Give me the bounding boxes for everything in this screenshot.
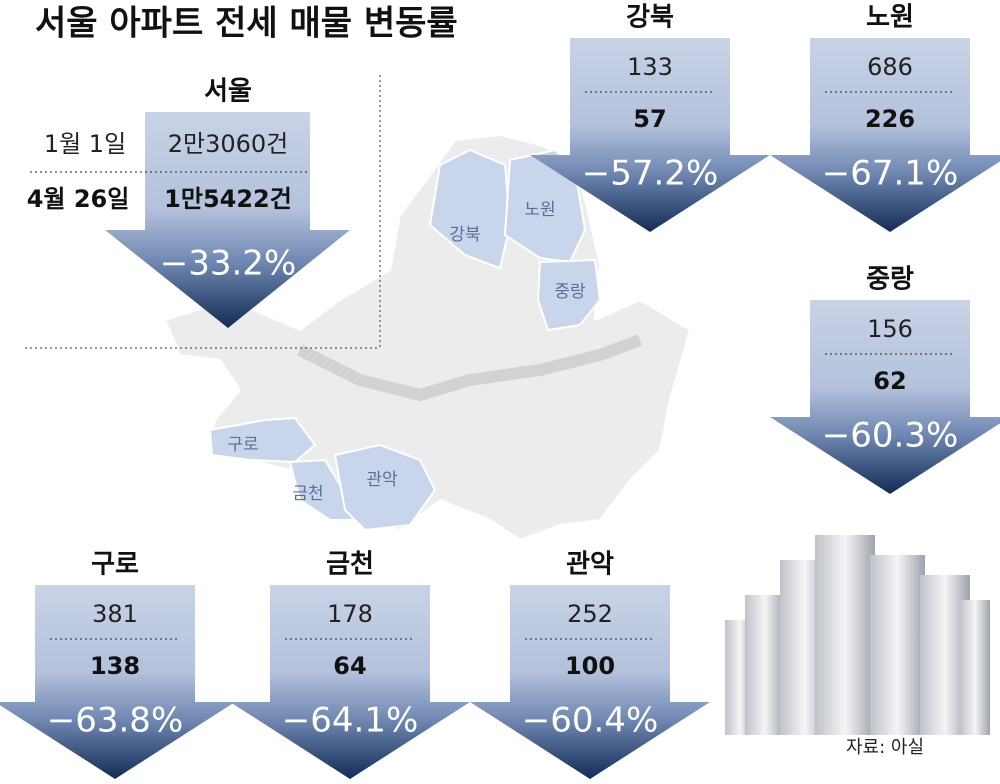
change: −64.1% (282, 701, 419, 741)
count: 2만3060건 (168, 130, 289, 158)
change: −63.8% (47, 701, 184, 741)
map-label: 중랑 (554, 282, 586, 302)
map-label: 금천 (292, 484, 323, 504)
district-name: 중랑 (866, 265, 914, 295)
district-name: 금천 (326, 550, 374, 580)
district-name: 관악 (566, 550, 614, 580)
count-before: 133 (627, 53, 673, 81)
count-after: 100 (565, 652, 615, 680)
arrow (770, 300, 1000, 494)
count: 1만5422건 (164, 185, 292, 213)
count-before: 381 (92, 600, 138, 628)
seoul-name: 서울 (204, 77, 252, 107)
date: 1월 1일 (44, 130, 126, 158)
count-before: 178 (327, 600, 373, 628)
arrow (470, 585, 710, 779)
arrow (770, 38, 1000, 232)
count-after: 64 (333, 652, 366, 680)
arrow (530, 38, 770, 232)
change: −57.2% (582, 154, 719, 194)
seoul-map (163, 133, 692, 542)
district-arrow: 노원 686 226 −67.1% (770, 3, 1000, 232)
map-label: 강북 (449, 225, 480, 245)
district-arrow: 강북 133 57 −57.2% (530, 3, 770, 232)
change: −60.4% (522, 701, 659, 741)
map-label: 관악 (366, 470, 398, 490)
title: 서울 아파트 전세 매물 변동률 (35, 4, 458, 44)
district-name: 구로 (91, 550, 139, 580)
district-name: 노원 (866, 3, 914, 33)
change: −60.3% (822, 416, 959, 456)
count-before: 252 (567, 600, 613, 628)
count-after: 62 (873, 367, 906, 395)
arrow (230, 585, 470, 779)
district-arrow: 금천 178 64 −64.1% (230, 550, 470, 779)
map-label: 노원 (524, 200, 555, 220)
change: −67.1% (822, 154, 959, 194)
district-name: 강북 (626, 3, 674, 33)
district-arrow: 중랑 156 62 −60.3% (770, 265, 1000, 494)
source: 자료: 아실 (846, 737, 924, 758)
seoul-arrow: 서울 1월 1일 2만3060건 4월 26일 1만5422건 −33.2% (27, 77, 350, 328)
count-before: 686 (867, 53, 913, 81)
arrow (0, 585, 235, 779)
count-after: 138 (90, 652, 140, 680)
count-after: 57 (633, 105, 666, 133)
count-before: 156 (867, 315, 913, 343)
map-label: 구로 (227, 435, 258, 455)
count-after: 226 (865, 105, 915, 133)
change: −33.2% (160, 244, 297, 284)
date: 4월 26일 (27, 185, 130, 213)
district-arrow: 구로 381 138 −63.8% (0, 550, 235, 779)
buildings-illustration (725, 535, 990, 735)
district-arrow: 관악 252 100 −60.4% (470, 550, 710, 779)
